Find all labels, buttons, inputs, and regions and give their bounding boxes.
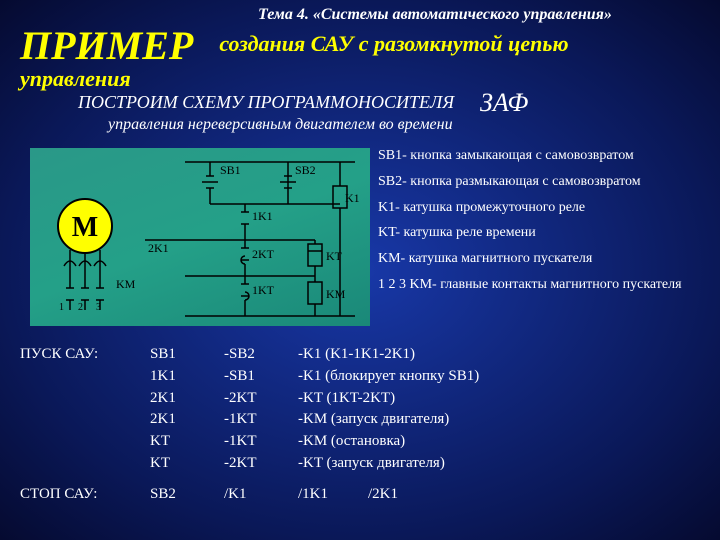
svg-text:KM: KM <box>116 277 136 291</box>
svg-text:2KT: 2KT <box>252 247 275 261</box>
title-row: ПРИМЕР создания САУ с разомкнутой цепью <box>20 22 569 69</box>
legend-item: KM- катушка магнитного пускателя <box>378 251 712 268</box>
legend-block: SB1- кнопка замыкающая с самовозвратом S… <box>378 148 712 303</box>
legend-item: KT- катушка реле времени <box>378 225 712 242</box>
svg-text:SB1: SB1 <box>220 163 241 177</box>
stop-table: СТОП САУ: SB2 /K1 /1K1 /2K1 <box>20 486 438 503</box>
svg-text:SB2: SB2 <box>295 163 316 177</box>
motor-label: М <box>72 212 98 243</box>
stop-label: СТОП САУ: <box>20 486 150 503</box>
svg-text:3: 3 <box>96 302 101 313</box>
title-big: ПРИМЕР <box>20 23 193 68</box>
svg-text:2K1: 2K1 <box>148 241 169 255</box>
svg-text:KT: KT <box>326 249 343 263</box>
pusk-table: ПУСК САУ:SB1-SB2-K1 (K1-1K1-2K1) 1K1-SB1… <box>20 344 538 475</box>
svg-text:1K1: 1K1 <box>252 209 273 223</box>
legend-item: SB2- кнопка размыкающая с самовозвратом <box>378 174 712 191</box>
legend-item: 1 2 3 KM- главные контакты магнитного пу… <box>378 277 712 294</box>
schematic-diagram: М SB1 SB2 1K1 K1 2K1 2KT KT KM 1KT KM 1 … <box>30 148 370 326</box>
svg-text:1: 1 <box>59 302 64 313</box>
legend-item: SB1- кнопка замыкающая с самовозвратом <box>378 148 712 165</box>
svg-text:1KT: 1KT <box>252 283 275 297</box>
pusk-label: ПУСК САУ: <box>20 344 150 366</box>
zaf-label: ЗАФ <box>480 88 528 118</box>
legend-item: K1- катушка промежуточного реле <box>378 200 712 217</box>
title-med: создания САУ с разомкнутой цепью <box>219 31 568 56</box>
svg-text:KM: KM <box>326 287 346 301</box>
subtitle-2: управления нереверсивным двигателем во в… <box>108 116 453 134</box>
subtitle-1: ПОСТРОИМ СХЕМУ ПРОГРАММОНОСИТЕЛЯ <box>78 92 454 113</box>
svg-text:2: 2 <box>78 302 83 313</box>
svg-text:K1: K1 <box>345 191 360 205</box>
title-line2: управления <box>20 66 131 92</box>
